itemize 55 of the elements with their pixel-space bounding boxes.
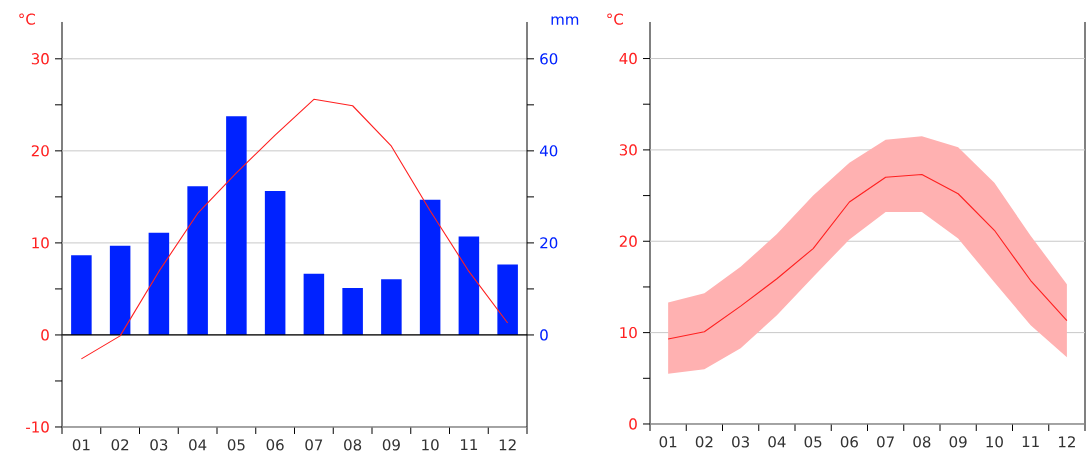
y-tick-label: 10 <box>620 326 637 339</box>
x-tick-label: 08 <box>913 436 931 448</box>
y2-tick-label: 60 <box>540 53 558 65</box>
x-tick-label: 10 <box>986 436 1003 448</box>
x-tick-label: 05 <box>804 436 822 448</box>
y-tick-label: 0 <box>41 329 49 341</box>
x-tick-label: 03 <box>150 439 168 451</box>
y2-tick-label: 40 <box>539 145 558 157</box>
x-tick-label: 02 <box>111 439 129 451</box>
bar <box>148 232 170 335</box>
bar <box>303 273 325 335</box>
y-tick-label: 20 <box>31 145 49 157</box>
x-tick-label: 06 <box>266 439 284 451</box>
x-tick-label: 01 <box>72 439 90 451</box>
y-tick-label: 0 <box>629 418 637 430</box>
y-tick-label: 30 <box>619 144 637 156</box>
y-tick-label: 10 <box>32 237 49 249</box>
x-tick-label: 10 <box>422 439 439 451</box>
bar <box>109 245 131 335</box>
bar <box>497 264 518 335</box>
y-axis-title: °C <box>19 13 35 25</box>
y2-axis-title: mm <box>551 16 579 25</box>
y-tick-label: 40 <box>619 52 637 65</box>
x-tick-label: 04 <box>189 439 207 451</box>
bar <box>187 186 208 335</box>
line-series <box>667 174 1068 340</box>
y-axis-title: °C <box>607 13 623 25</box>
y2-tick-label: 0 <box>540 329 548 341</box>
x-tick-label: 05 <box>227 439 245 451</box>
bar <box>226 116 247 335</box>
x-tick-label: 07 <box>877 436 894 448</box>
y-tick-label: 30 <box>31 53 49 65</box>
x-tick-label: 09 <box>949 436 967 448</box>
y2-tick-label: 20 <box>540 237 558 249</box>
bar <box>264 190 286 335</box>
x-tick-label: 11 <box>1022 436 1039 448</box>
bar <box>458 236 480 335</box>
y-tick-label: 20 <box>619 235 637 247</box>
x-tick-label: 06 <box>840 436 858 448</box>
x-tick-label: 08 <box>344 439 362 451</box>
x-tick-label: 12 <box>1058 436 1075 448</box>
x-tick-label: 01 <box>659 436 677 448</box>
bar <box>419 199 441 335</box>
bar <box>381 279 402 335</box>
y-tick-label: -10 <box>26 421 49 433</box>
x-tick-label: 02 <box>695 436 713 448</box>
x-tick-label: 03 <box>732 436 749 448</box>
x-tick-label: 09 <box>382 439 400 451</box>
x-tick-label: 12 <box>499 439 516 451</box>
bar <box>71 255 92 335</box>
x-tick-label: 04 <box>768 436 786 448</box>
bar <box>342 288 363 335</box>
line-series <box>80 98 509 360</box>
x-tick-label: 07 <box>305 439 323 451</box>
x-tick-label: 11 <box>460 439 478 451</box>
